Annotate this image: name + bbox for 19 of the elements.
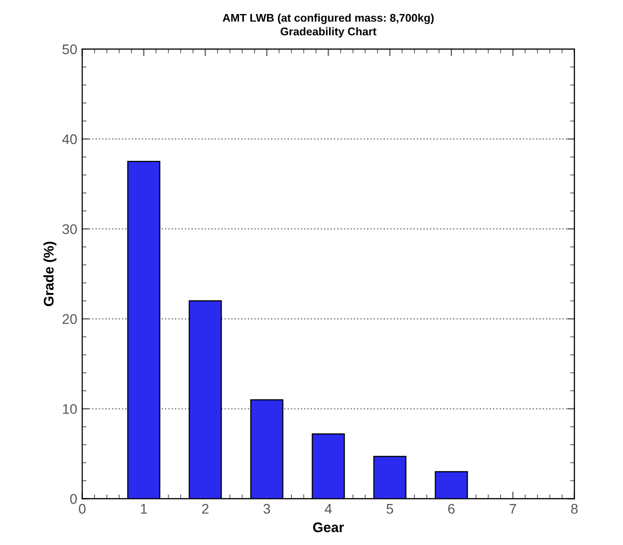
y-tick-label: 50 [62,44,77,54]
y-tick-label: 40 [62,134,77,144]
x-tick-label: 2 [202,504,208,514]
y-tick-label: 10 [62,404,77,414]
y-tick-label: 30 [62,224,77,234]
x-tick-label: 3 [263,504,270,514]
x-tick-label: 6 [448,504,455,514]
chart-title: AMT LWB (at configured mass: 8,700kg) [222,14,434,24]
x-tick-label: 0 [78,504,86,514]
chart-subtitle: Gradeability Chart [280,27,376,38]
x-tick-label: 7 [510,504,516,514]
x-tick-label: 5 [386,504,394,514]
x-tick-label: 4 [324,504,332,514]
y-tick-label: 0 [70,494,77,504]
x-axis-title: Gear [313,522,344,532]
x-tick-label: 8 [571,504,578,514]
y-axis-title: Grade (%) [43,242,56,306]
x-tick-label: 1 [140,504,147,514]
y-tick-label: 20 [62,314,77,324]
